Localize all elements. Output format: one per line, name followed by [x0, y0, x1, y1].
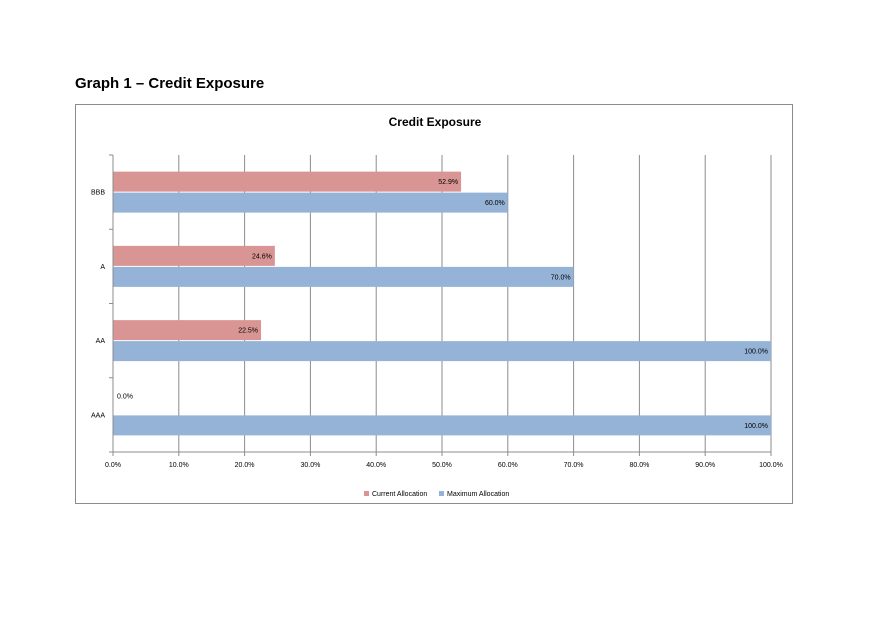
data-labels: 52.9% 60.0% 24.6% 70.0% 22.5% 100.0% 0.0% 100.0… [117, 179, 768, 430]
data-label: 100.0% [744, 349, 768, 356]
category-label: AA [96, 338, 106, 345]
chart-frame: Credit Exposure 0.0% 10.0% 20.0% 30.0% 40.0%… [75, 104, 793, 504]
x-tick-label: 0.0% [105, 462, 121, 469]
x-tick-label: 10.0% [169, 462, 189, 469]
x-tick-label: 20.0% [235, 462, 255, 469]
bar-maximum-allocation [113, 415, 771, 436]
bar-current-allocation [113, 171, 462, 192]
data-label: 22.5% [238, 328, 258, 335]
data-label: 70.0% [551, 274, 571, 281]
x-tick-label: 80.0% [629, 462, 649, 469]
credit-exposure-chart: Credit Exposure 0.0% 10.0% 20.0% 30.0% 40.0%… [91, 115, 783, 498]
data-label: 60.0% [485, 200, 505, 207]
category-label: BBB [91, 190, 105, 197]
legend-label: Current Allocation [372, 491, 427, 498]
legend-swatch [364, 491, 369, 496]
category-label: A [100, 264, 105, 271]
bar-maximum-allocation [113, 266, 574, 287]
x-tick-label: 30.0% [300, 462, 320, 469]
legend-swatch [439, 491, 444, 496]
bar-maximum-allocation [113, 192, 508, 213]
page-heading: Graph 1 – Credit Exposure [75, 75, 265, 92]
x-tick-label: 70.0% [564, 462, 584, 469]
chart-title: Credit Exposure [389, 115, 482, 129]
x-tick-label: 100.0% [759, 462, 783, 469]
x-tick-label: 50.0% [432, 462, 452, 469]
x-tick-label: 60.0% [498, 462, 518, 469]
legend: Current Allocation Maximum Allocation [364, 491, 509, 498]
x-tick-label: 90.0% [695, 462, 715, 469]
x-tick-label: 40.0% [366, 462, 386, 469]
bar-maximum-allocation [113, 341, 771, 362]
bar-current-allocation [113, 245, 275, 266]
bars [113, 171, 771, 436]
data-label: 100.0% [744, 423, 768, 430]
bar-current-allocation [113, 320, 262, 341]
data-label: 52.9% [438, 179, 458, 186]
legend-label: Maximum Allocation [447, 491, 509, 498]
category-label: AAA [91, 412, 105, 419]
data-label: 0.0% [117, 393, 133, 400]
axes: 0.0% 10.0% 20.0% 30.0% 40.0% 50.0% 60.0% 70.0% 8… [91, 154, 783, 469]
data-label: 24.6% [252, 253, 272, 260]
